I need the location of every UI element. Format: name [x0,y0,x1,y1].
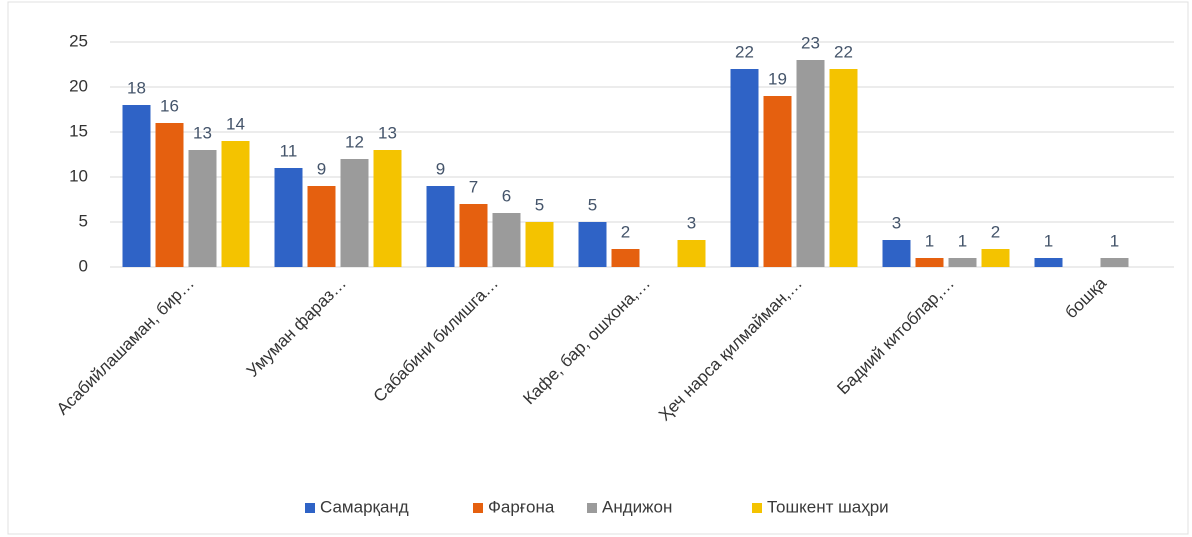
x-tick-label: Сабабини билишга… [370,274,502,406]
value-label: 19 [768,69,787,88]
value-label: 12 [345,132,364,151]
bar [730,69,759,267]
value-label: 1 [1044,231,1053,250]
value-label: 2 [621,222,630,241]
bar [829,69,858,267]
x-tick-label: бошқа [1061,273,1110,322]
y-tick-label: 20 [69,76,88,95]
value-label: 14 [226,114,245,133]
bar [373,150,402,267]
value-label: 1 [958,231,967,250]
bar [796,60,825,267]
value-label: 6 [502,186,511,205]
legend-swatch [587,503,597,513]
bar [340,159,369,267]
bar [763,96,792,267]
value-label: 3 [892,213,901,232]
value-label: 9 [436,159,445,178]
value-label: 5 [588,195,597,214]
value-label: 23 [801,33,820,52]
legend-swatch [473,503,483,513]
bar [492,213,521,267]
y-tick-label: 25 [69,31,88,50]
value-label: 22 [735,42,754,61]
bar [188,150,217,267]
value-label: 18 [127,78,146,97]
bar [525,222,554,267]
legend-swatch [305,503,315,513]
value-label: 1 [1110,231,1119,250]
x-tick-label: Ҳеч нарса қилмайман,… [655,274,806,425]
bar [459,204,488,267]
y-tick-label: 15 [69,121,88,140]
bar [948,258,977,267]
chart-frame [7,1,1189,535]
bar [221,141,250,267]
bar [611,249,640,267]
bar [578,222,607,267]
bar [882,240,911,267]
value-label: 3 [687,213,696,232]
value-label: 1 [925,231,934,250]
y-tick-label: 10 [69,166,88,185]
bar [1100,258,1129,267]
legend-label: Андижон [602,497,672,516]
value-label: 7 [469,177,478,196]
bar [426,186,455,267]
x-tick-label: Бадиий китоблар,… [833,274,958,399]
value-label: 11 [280,141,298,160]
value-label: 2 [991,222,1000,241]
x-tick-label: Кафе, бар, ошхона,… [519,274,654,409]
value-label: 13 [193,123,212,142]
x-tick-label: Умуман фараз… [243,274,350,381]
bar [915,258,944,267]
bar [122,105,151,267]
bar [155,123,184,267]
value-label: 9 [317,159,326,178]
legend-label: Фарғона [488,497,555,516]
y-tick-label: 0 [79,256,88,275]
value-label: 16 [160,96,179,115]
value-label: 13 [378,123,397,142]
value-label: 22 [834,42,853,61]
bar [307,186,336,267]
y-tick-label: 5 [79,211,88,230]
bar [274,168,303,267]
x-tick-label: Асабийлашаман, бир… [53,274,198,419]
bar [981,249,1010,267]
value-label: 5 [535,195,544,214]
legend-label: Тошкент шаҳри [767,497,889,516]
bar [677,240,706,267]
bar [1034,258,1063,267]
legend-swatch [752,503,762,513]
legend-label: Самарқанд [320,497,409,516]
